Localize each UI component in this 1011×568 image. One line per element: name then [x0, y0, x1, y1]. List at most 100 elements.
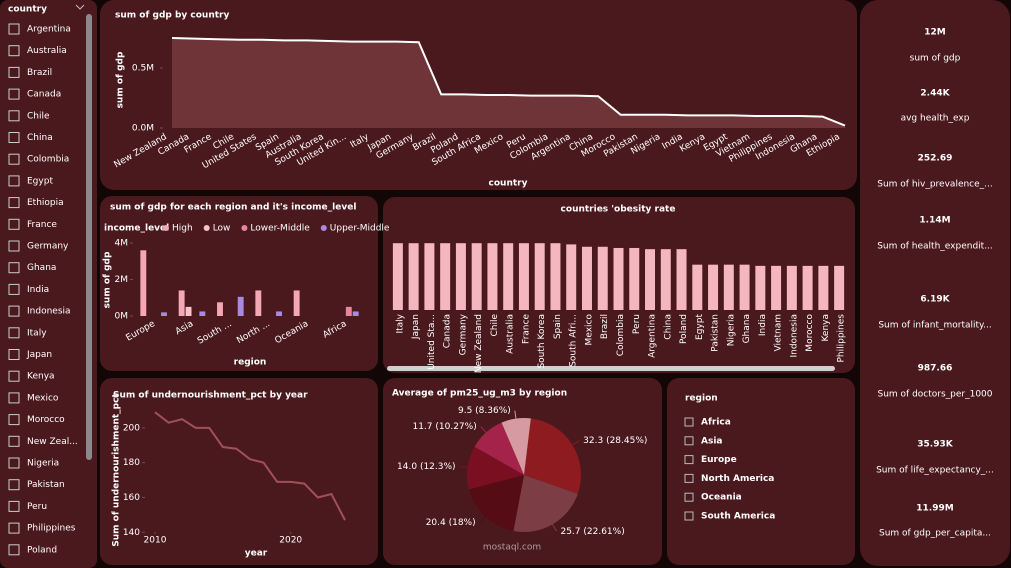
- checkbox[interactable]: [8, 327, 20, 339]
- bar: [487, 243, 498, 310]
- data-label: 14.0 (12.3%): [397, 462, 456, 472]
- y-tick-label: 0.5M: [132, 64, 154, 74]
- slicer-item[interactable]: Canada: [27, 90, 61, 100]
- slicer-item[interactable]: Mexico: [27, 393, 59, 403]
- slicer-title: region: [685, 394, 718, 404]
- slicer-item[interactable]: France: [27, 220, 57, 230]
- slicer-item[interactable]: Africa: [701, 418, 731, 428]
- bar: [471, 243, 482, 310]
- slicer-item[interactable]: Japan: [26, 350, 52, 360]
- checkbox[interactable]: [8, 479, 20, 491]
- checkbox[interactable]: [8, 283, 20, 295]
- x-tick-label: Ghana: [742, 314, 752, 343]
- x-tick-label: 2010: [144, 536, 167, 546]
- leader-line: [572, 440, 580, 446]
- slicer-item[interactable]: Chile: [27, 111, 50, 121]
- checkbox[interactable]: [8, 500, 20, 512]
- slicer-scrollbar[interactable]: [86, 14, 92, 460]
- checkbox[interactable]: [8, 132, 20, 143]
- checkbox[interactable]: [8, 262, 20, 274]
- checkbox[interactable]: [8, 197, 20, 209]
- region-slicer-panel: [667, 378, 855, 565]
- checkbox[interactable]: [8, 110, 20, 122]
- slicer-item[interactable]: Indonesia: [27, 307, 71, 317]
- checkbox[interactable]: [8, 218, 20, 230]
- slicer-item[interactable]: Nigeria: [27, 459, 59, 469]
- bar: [708, 264, 719, 310]
- bar: [676, 249, 687, 310]
- obesity-scrollbar[interactable]: [387, 366, 835, 371]
- legend-label: Lower-Middle: [250, 224, 310, 234]
- slicer-item[interactable]: Kenya: [27, 372, 55, 382]
- checkbox[interactable]: [8, 66, 20, 78]
- slicer-item[interactable]: Italy: [27, 328, 47, 338]
- slicer-item[interactable]: Morocco: [27, 415, 65, 425]
- checkbox[interactable]: [8, 370, 20, 382]
- legend-marker: [241, 225, 248, 231]
- checkbox[interactable]: [8, 349, 20, 360]
- checkbox[interactable]: [8, 88, 20, 100]
- bar: [534, 243, 545, 310]
- slicer-item[interactable]: Colombia: [27, 155, 69, 165]
- checkbox[interactable]: [684, 511, 694, 521]
- country-slicer-panel: [0, 0, 97, 568]
- checkbox[interactable]: [684, 492, 694, 502]
- checkbox[interactable]: [8, 392, 20, 404]
- slicer-item[interactable]: Asia: [701, 436, 722, 446]
- slicer-item[interactable]: China: [27, 133, 53, 143]
- checkbox[interactable]: [8, 522, 20, 534]
- x-tick-label: India: [758, 314, 768, 336]
- slicer-item[interactable]: North America: [701, 474, 774, 484]
- slicer-item[interactable]: Germany: [27, 242, 69, 252]
- y-axis-title: sum of gdp: [116, 51, 126, 108]
- slicer-item[interactable]: Poland: [27, 545, 57, 555]
- x-tick-label: Vietnam: [774, 314, 784, 352]
- checkbox[interactable]: [684, 417, 694, 427]
- pie-slice: [501, 417, 531, 475]
- bar: [723, 264, 734, 310]
- bar: [550, 243, 561, 310]
- slicer-item[interactable]: Australia: [27, 46, 67, 56]
- bar: [140, 250, 147, 316]
- slicer-item[interactable]: Ethiopia: [27, 198, 64, 208]
- checkbox[interactable]: [8, 435, 20, 447]
- checkbox[interactable]: [8, 414, 20, 426]
- dropdown-icon[interactable]: [75, 4, 85, 10]
- slicer-item[interactable]: Europe: [701, 455, 737, 465]
- checkbox[interactable]: [684, 455, 694, 465]
- checkbox[interactable]: [8, 240, 20, 252]
- slicer-item[interactable]: Philippines: [27, 524, 76, 534]
- bar: [276, 311, 282, 316]
- slicer-item[interactable]: New Zeal...: [27, 437, 78, 447]
- kpi-value: 987.66: [918, 364, 953, 374]
- x-tick-label: Kenya: [821, 314, 831, 342]
- bar: [424, 243, 435, 310]
- slicer-item[interactable]: Egypt: [27, 176, 53, 186]
- slicer-item[interactable]: Ghana: [27, 263, 56, 273]
- checkbox[interactable]: [8, 23, 20, 35]
- checkbox[interactable]: [8, 544, 20, 556]
- checkbox[interactable]: [8, 45, 20, 57]
- chart-title: sum of gdp for each region and it's inco…: [110, 203, 356, 213]
- x-tick-label: Morocco: [805, 314, 815, 352]
- checkbox[interactable]: [8, 175, 20, 187]
- slicer-item[interactable]: Peru: [27, 502, 47, 512]
- slicer-item[interactable]: Pakistan: [27, 480, 65, 490]
- checkbox[interactable]: [684, 436, 694, 446]
- checkbox[interactable]: [8, 457, 20, 469]
- pie-slice: [474, 422, 524, 475]
- checkbox[interactable]: [8, 305, 20, 317]
- slicer-item[interactable]: India: [27, 285, 49, 295]
- kpi-label: Sum of doctors_per_1000: [877, 390, 992, 400]
- slicer-item[interactable]: Brazil: [27, 68, 52, 78]
- x-tick-label: Japan: [411, 314, 421, 340]
- slicer-item[interactable]: South America: [701, 512, 775, 522]
- legend-label: High: [172, 224, 193, 234]
- checkbox[interactable]: [8, 153, 20, 165]
- slicer-item[interactable]: Argentina: [27, 25, 71, 35]
- slicer-item[interactable]: Oceania: [701, 493, 742, 503]
- bar: [255, 290, 262, 316]
- x-tick-label: Spain: [553, 314, 563, 339]
- checkbox[interactable]: [684, 473, 694, 483]
- leader-line: [459, 465, 468, 469]
